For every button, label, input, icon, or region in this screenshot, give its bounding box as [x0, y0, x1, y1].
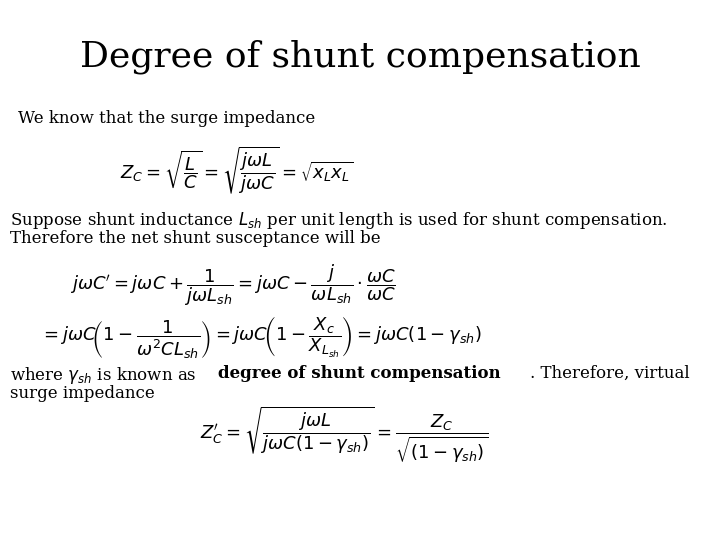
- Text: Therefore the net shunt susceptance will be: Therefore the net shunt susceptance will…: [10, 230, 381, 247]
- Text: $Z_C^{\prime} = \sqrt{\dfrac{j\omega L}{j\omega C(1-\gamma_{sh})}} = \dfrac{Z_C}: $Z_C^{\prime} = \sqrt{\dfrac{j\omega L}{…: [200, 405, 488, 465]
- Text: Degree of shunt compensation: Degree of shunt compensation: [80, 40, 640, 75]
- Text: surge impedance: surge impedance: [10, 385, 155, 402]
- Text: degree of shunt compensation: degree of shunt compensation: [218, 365, 500, 382]
- Text: where $\gamma_{sh}$ is known as: where $\gamma_{sh}$ is known as: [10, 365, 197, 386]
- Text: $Z_C = \sqrt{\dfrac{L}{C}} = \sqrt{\dfrac{j\omega L}{j\omega C}} = \sqrt{x_L x_L: $Z_C = \sqrt{\dfrac{L}{C}} = \sqrt{\dfra…: [120, 145, 354, 197]
- Text: $j\omega C' = j\omega C + \dfrac{1}{j\omega L_{sh}} = j\omega C - \dfrac{j}{\ome: $j\omega C' = j\omega C + \dfrac{1}{j\om…: [70, 262, 396, 308]
- Text: . Therefore, virtual: . Therefore, virtual: [530, 365, 690, 382]
- Text: $= j\omega C\!\left(1 - \dfrac{1}{\omega^2 C L_{sh}}\right) = j\omega C\!\left(1: $= j\omega C\!\left(1 - \dfrac{1}{\omega…: [40, 315, 482, 361]
- Text: Suppose shunt inductance $L_{sh}$ per unit length is used for shunt compensation: Suppose shunt inductance $L_{sh}$ per un…: [10, 210, 667, 231]
- Text: We know that the surge impedance: We know that the surge impedance: [18, 110, 315, 127]
